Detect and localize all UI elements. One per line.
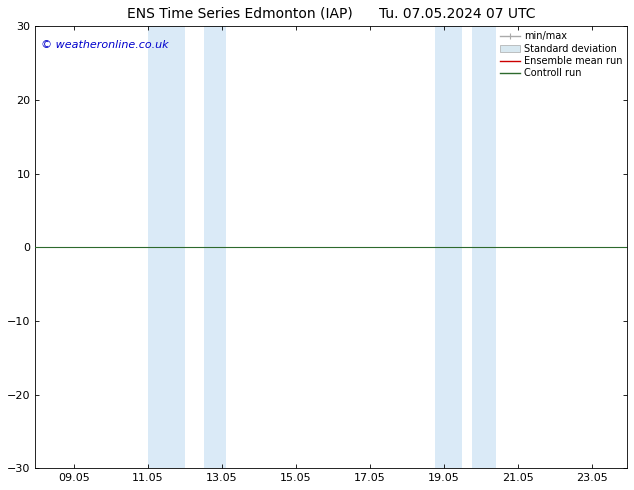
Bar xyxy=(148,26,185,468)
Title: ENS Time Series Edmonton (IAP)      Tu. 07.05.2024 07 UTC: ENS Time Series Edmonton (IAP) Tu. 07.05… xyxy=(127,7,536,21)
Bar xyxy=(435,26,462,468)
Legend: min/max, Standard deviation, Ensemble mean run, Controll run: min/max, Standard deviation, Ensemble me… xyxy=(498,29,624,80)
Bar xyxy=(472,26,496,468)
Bar xyxy=(204,26,226,468)
Text: © weatheronline.co.uk: © weatheronline.co.uk xyxy=(41,40,169,49)
